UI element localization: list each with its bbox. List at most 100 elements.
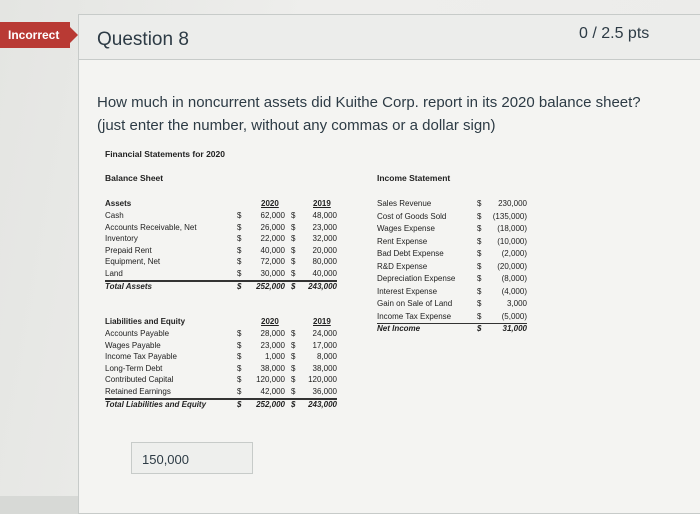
asset-value-2019: 20,000 <box>312 245 337 255</box>
asset-dollar-2020: $ <box>237 245 242 255</box>
income-row: R&D Expense $ (20,000) <box>377 262 527 273</box>
income-value: (8,000) <box>501 274 527 283</box>
liability-value-2020: 23,000 <box>260 340 285 350</box>
income-value: 230,000 <box>498 199 527 208</box>
question-title: Question 8 <box>97 29 189 50</box>
income-row: Income Tax Expense $ (5,000) <box>377 312 527 324</box>
asset-value-2019: 48,000 <box>312 211 337 220</box>
income-dollar: $ <box>477 236 482 246</box>
asset-value-2020: 62,000 <box>260 211 285 220</box>
liability-total-row: Total Liabilities and Equity $252,000 $243… <box>105 398 337 411</box>
income-value: (4,000) <box>501 286 527 296</box>
liability-dollar-2020: $ <box>237 352 242 362</box>
liabilities-table: Liabilities and Equity 2020 2019 Account… <box>105 317 337 417</box>
question-card: Question 8 0 / 2.5 pts How much in noncu… <box>78 14 700 514</box>
income-label: R&D Expense <box>377 261 428 271</box>
assets-table: Assets 2020 2019 Cash $62,000 $48,000 Accou… <box>105 199 337 299</box>
liability-value-2020: 42,000 <box>260 387 285 396</box>
asset-total-row: Total Assets $252,000 $243,000 <box>105 280 337 293</box>
income-value: (20,000) <box>497 261 527 271</box>
status-badge: Incorrect <box>0 22 78 48</box>
liability-label: Retained Earnings <box>105 387 171 396</box>
liabilities-header-row: Liabilities and Equity 2020 2019 <box>105 317 337 328</box>
income-dollar: $ <box>477 286 482 296</box>
liability-value-2019: 38,000 <box>312 363 337 373</box>
liability-value-2020: 38,000 <box>260 363 285 373</box>
liability-row: Accounts Payable $28,000 $24,000 <box>105 329 337 340</box>
asset-value-2020: 40,000 <box>260 245 285 255</box>
asset-dollar-2020: $ <box>237 257 242 267</box>
asset-value-2020: 252,000 <box>256 281 285 291</box>
liability-row: Contributed Capital $120,000 $120,000 <box>105 375 337 386</box>
liability-row: Income Tax Payable $1,000 $8,000 <box>105 352 337 363</box>
asset-dollar-2019: $ <box>291 211 296 220</box>
income-row: Gain on Sale of Land $3,000 <box>377 299 527 310</box>
income-label: Depreciation Expense <box>377 274 456 283</box>
asset-value-2020: 22,000 <box>260 234 285 244</box>
asset-row: Accounts Receivable, Net $26,000 $23,000 <box>105 223 337 234</box>
liability-dollar-2020: $ <box>237 363 242 373</box>
asset-value-2019: 40,000 <box>312 269 337 278</box>
liability-value-2020: 1,000 <box>264 352 285 362</box>
asset-label: Accounts Receivable, Net <box>105 222 197 232</box>
assets-col-2020: 2020 <box>261 199 279 208</box>
asset-value-2019: 243,000 <box>308 281 337 291</box>
income-value: (10,000) <box>497 236 527 246</box>
liability-value-2019: 120,000 <box>308 375 337 385</box>
income-label: Bad Debt Expense <box>377 249 444 258</box>
income-dollar: $ <box>477 249 482 258</box>
liability-dollar-2019: $ <box>291 363 296 373</box>
asset-label: Land <box>105 269 123 278</box>
asset-dollar-2019: $ <box>291 222 296 232</box>
liability-dollar-2019: $ <box>291 340 296 350</box>
liability-label: Accounts Payable <box>105 329 170 338</box>
income-value: 3,000 <box>506 299 527 308</box>
question-text: How much in noncurrent assets did Kuithe… <box>97 94 641 134</box>
asset-value-2019: 23,000 <box>312 222 337 232</box>
liability-label: Wages Payable <box>105 340 161 350</box>
income-label: Net Income <box>377 324 421 333</box>
assets-header-row: Assets 2020 2019 <box>105 199 337 210</box>
liability-dollar-2020: $ <box>237 399 242 409</box>
asset-value-2020: 30,000 <box>260 269 285 278</box>
asset-dollar-2019: $ <box>291 234 296 244</box>
income-statement-title: Income Statement <box>377 173 451 183</box>
liabilities-header: Liabilities and Equity <box>105 317 186 326</box>
income-dollar: $ <box>477 224 482 233</box>
liability-label: Long-Term Debt <box>105 363 163 373</box>
liability-dollar-2019: $ <box>291 352 296 362</box>
asset-row: Land $30,000 $40,000 <box>105 269 337 281</box>
assets-col-2019: 2019 <box>313 199 331 208</box>
asset-value-2020: 72,000 <box>260 257 285 267</box>
income-label: Income Tax Expense <box>377 311 452 321</box>
liability-value-2019: 17,000 <box>312 340 337 350</box>
asset-dollar-2019: $ <box>291 257 296 267</box>
asset-value-2019: 80,000 <box>312 257 337 267</box>
liability-value-2020: 28,000 <box>260 329 285 338</box>
liability-dollar-2020: $ <box>237 329 242 338</box>
income-net-row: Net Income $31,000 <box>377 324 527 335</box>
asset-dollar-2020: $ <box>237 269 242 278</box>
asset-label: Equipment, Net <box>105 257 161 267</box>
asset-row: Inventory $22,000 $32,000 <box>105 234 337 245</box>
asset-row: Cash $62,000 $48,000 <box>105 211 337 222</box>
income-dollar: $ <box>477 199 482 208</box>
liability-dollar-2020: $ <box>237 387 242 396</box>
financial-statements: Financial Statements for 2020 Balance Sh… <box>105 149 645 429</box>
liability-value-2019: 243,000 <box>308 399 337 409</box>
income-dollar: $ <box>477 274 482 283</box>
income-dollar: $ <box>477 299 482 308</box>
assets-header: Assets <box>105 199 132 208</box>
liability-dollar-2019: $ <box>291 329 296 338</box>
income-value: (5,000) <box>501 311 527 321</box>
answer-field[interactable]: 150,000 <box>131 442 253 474</box>
income-label: Cost of Goods Sold <box>377 211 447 221</box>
liability-dollar-2019: $ <box>291 375 296 385</box>
liability-row: Retained Earnings $42,000 $36,000 <box>105 387 337 399</box>
liability-label: Contributed Capital <box>105 375 174 385</box>
asset-dollar-2020: $ <box>237 222 242 232</box>
income-label: Sales Revenue <box>377 199 432 208</box>
income-row: Bad Debt Expense $ (2,000) <box>377 249 527 260</box>
question-points: 0 / 2.5 pts <box>579 25 650 42</box>
income-dollar: $ <box>477 324 482 333</box>
